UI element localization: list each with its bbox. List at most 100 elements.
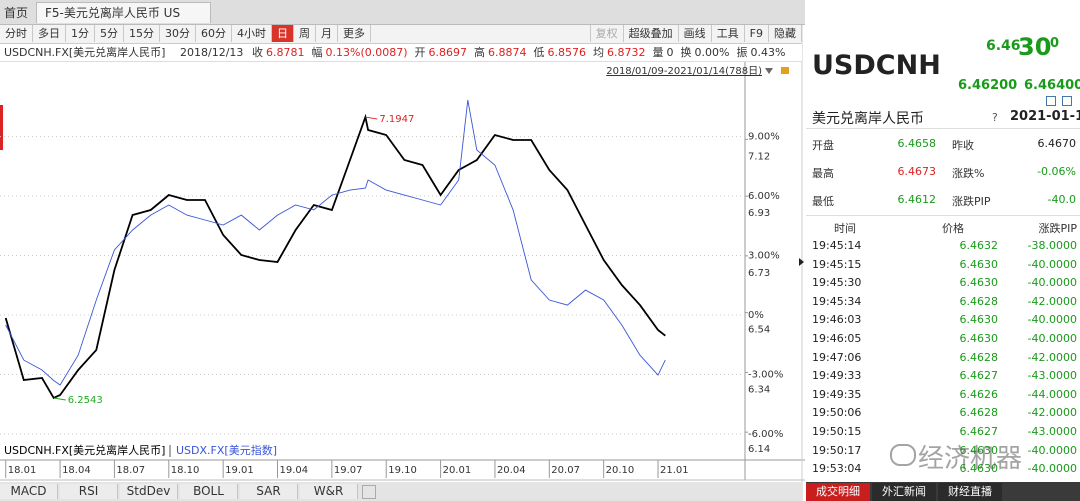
y2-tick-label: 6.93 (748, 208, 770, 219)
x-tick-label: 20.01 (443, 465, 472, 476)
period-button[interactable]: 5分 (95, 25, 124, 42)
y-tick-label: 3.00% (748, 251, 780, 262)
indicator-tab[interactable]: StdDev (120, 484, 178, 499)
tick-cell: 19:49:33 (812, 369, 862, 383)
date-range: 2018/01/09-2021/01/14(788日) (606, 66, 762, 77)
active-tab[interactable]: F5-美元兑离岸人民币 US (36, 2, 212, 23)
tick-cell: 19:47:06 (812, 350, 862, 364)
period-button[interactable]: 月 (316, 25, 338, 42)
tool-button[interactable]: 隐藏 (769, 25, 802, 42)
divider (806, 215, 1080, 216)
help[interactable]: ? (992, 111, 998, 124)
field: 幅 0.13%(0.0087) (312, 44, 408, 61)
icon[interactable] (1062, 96, 1072, 106)
panel-tab[interactable]: 成交明细 (806, 483, 870, 501)
indicator-tab[interactable]: MACD (0, 484, 58, 499)
period-button[interactable]: 多日 (33, 25, 66, 42)
y-tick-label: -6.00% (748, 429, 783, 440)
home-tab[interactable]: 首页 (4, 6, 29, 20)
stat-label: 最高 (812, 167, 834, 180)
stat-value: 6.4658 (897, 137, 937, 150)
annotation-leader (365, 116, 378, 120)
stat-label: 最低 (812, 195, 834, 208)
x-tick-label: 19.07 (334, 465, 363, 476)
period-button[interactable]: 30分 (160, 25, 196, 42)
tool-button[interactable]: 画线 (679, 25, 712, 42)
column-header: 价格 (942, 222, 964, 235)
field-value: 6.8576 (547, 46, 587, 59)
symbol: USDCNH.FX[美元兑离岸人民币] (4, 46, 166, 59)
y-tick-label: -3.00% (748, 370, 783, 381)
stat-label: 开盘 (812, 139, 834, 152)
field: 开 6.8697 (415, 44, 468, 61)
tick-cell: -40.0000 (1027, 462, 1077, 476)
field-value: 0.00% (694, 46, 730, 59)
watermark-icon (890, 444, 916, 466)
x-tick-label: 18.10 (171, 465, 200, 476)
tab-bar: 首页 F5-美元兑离岸人民币 US (0, 0, 805, 25)
x-tick-label: 18.07 (116, 465, 145, 476)
period-button[interactable]: 日 (272, 25, 294, 42)
tick-cell: 6.4630 (959, 313, 999, 327)
x-tick-label: 19.01 (225, 465, 254, 476)
tick-cell: -42.0000 (1027, 406, 1077, 420)
x-tick-label: 21.01 (660, 465, 689, 476)
toolbar: 分时 多日 1分 5分 15分 30分 60分 4小时日周月更多 复权 超级叠加 画线 工具 F9 隐藏 (0, 25, 802, 44)
x-tick-label: 19.04 (280, 465, 309, 476)
tick-cell: -43.0000 (1027, 425, 1077, 438)
tick-cell: 6.4628 (959, 350, 999, 364)
panel-tab[interactable]: 财经直播 (938, 483, 1002, 501)
marker (0, 105, 3, 150)
y2-tick-label: 6.54 (748, 325, 770, 336)
tick-cell: 19:46:05 (812, 332, 862, 345)
indicator-tab[interactable]: SAR (240, 484, 298, 499)
tool-button[interactable]: 工具 (712, 25, 745, 42)
x-tick-label: 18.04 (62, 465, 91, 476)
tick-cell: 19:45:15 (812, 257, 862, 271)
tick-cell: -40.0000 (1027, 257, 1077, 271)
stat-label: 涨跌PIP (952, 195, 991, 208)
tool-button[interactable]: 复权 (589, 25, 624, 42)
tick-cell: 19:46:03 (812, 313, 862, 327)
tick-cell: 6.4628 (959, 406, 999, 420)
tick-cell: -40.0000 (1027, 443, 1077, 457)
ask: 6.46400 (1024, 78, 1080, 93)
x-tick-label: 19.10 (388, 465, 417, 476)
period-button[interactable]: 15分 (124, 25, 160, 42)
indicator-tab[interactable]: BOLL (180, 484, 238, 499)
icon[interactable] (1046, 96, 1056, 106)
indicator-tab[interactable]: W&R (300, 484, 358, 499)
y-tick-label: 6.00% (748, 191, 780, 202)
tool-button[interactable]: F9 (745, 25, 769, 42)
tick-cell: 6.4626 (959, 387, 999, 401)
period-button[interactable]: 1分 (66, 25, 95, 42)
bid: 6.46200 (958, 78, 1018, 93)
stat-value: 6.4670 (1037, 137, 1077, 150)
field-value: 6.8697 (428, 46, 468, 59)
y2-tick-label: 6.73 (748, 268, 770, 279)
tool-button[interactable]: 超级叠加 (624, 25, 679, 42)
period-button[interactable]: 分时 (0, 25, 33, 42)
tick-cell: -42.0000 (1027, 350, 1077, 364)
period-button[interactable]: 60分 (196, 25, 232, 42)
indicator-tab[interactable]: RSI (60, 484, 118, 499)
tick-cell: 19:45:30 (812, 276, 862, 290)
y2-tick-label: 7.12 (748, 151, 770, 162)
y-tick-label: 9.00% (748, 132, 780, 143)
panel-tab[interactable]: 外汇新闻 (872, 483, 936, 501)
period-button[interactable]: 4小时 (232, 25, 272, 42)
field: 高 6.8874 (474, 44, 527, 61)
tick-cell: -40.0000 (1027, 313, 1077, 327)
period-button[interactable]: 周 (294, 25, 316, 42)
series-line (5, 100, 666, 386)
x-tick-label: 18.01 (8, 465, 37, 476)
annotation: 7.1947 (379, 114, 414, 125)
legend-entry: USDCNH.FX[美元兑离岸人民币] (4, 443, 165, 457)
watermark: 经济机器 (918, 444, 1023, 474)
period-button[interactable]: 更多 (338, 25, 371, 42)
field-label: 高 (474, 46, 486, 59)
tick-cell: 6.4630 (959, 332, 999, 345)
add-indicator[interactable] (362, 485, 376, 499)
expand-arrow[interactable] (799, 258, 804, 266)
